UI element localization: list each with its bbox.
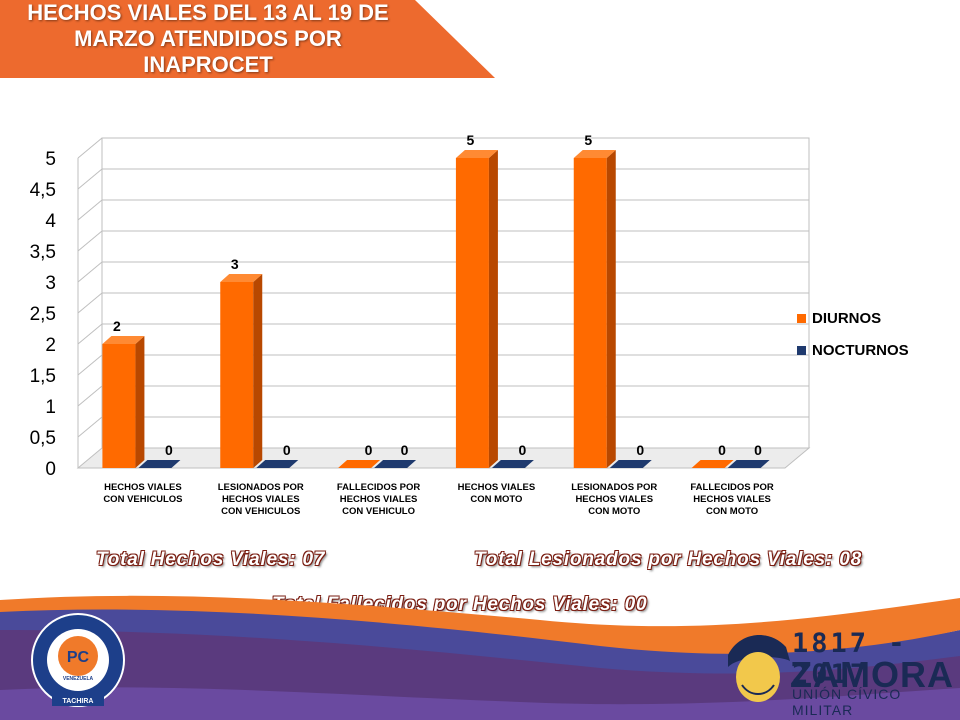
gridline xyxy=(77,230,809,252)
bar-diurnos xyxy=(455,158,489,468)
x-tick-label-line: CON MOTO xyxy=(470,494,522,505)
bar-diurnos xyxy=(102,344,136,468)
gridline xyxy=(77,323,809,345)
gridline xyxy=(77,168,809,190)
data-label: 0 xyxy=(283,442,291,458)
data-label: 2 xyxy=(113,318,121,334)
bar-top xyxy=(102,336,145,344)
y-tick-label: 3,5 xyxy=(30,242,56,263)
x-tick-label-line: HECHOS VIALES xyxy=(104,482,182,493)
bar-diurnos xyxy=(338,460,381,468)
x-tick-label: HECHOS VIALES CON VEHICULOS xyxy=(103,482,182,505)
x-tick-label: FALLECIDOS POR HECHOS VIALES CON VEHICULO xyxy=(337,482,421,517)
title-banner xyxy=(0,0,495,78)
legend-label-diurnos: DIURNOS xyxy=(812,309,882,327)
legend-swatch-nocturnos xyxy=(797,345,806,355)
x-tick-label-line: CON VEHICULO xyxy=(342,506,415,517)
gridline xyxy=(77,292,809,314)
x-tick-label-line: FALLECIDOS POR xyxy=(337,482,421,493)
x-tick-label-line: FALLECIDOS POR xyxy=(690,482,774,493)
bar-diurnos xyxy=(573,158,607,468)
x-tick-label-line: HECHOS VIALES xyxy=(458,482,536,493)
title-line-2: MARZO ATENDIDOS POR xyxy=(74,26,342,51)
x-tick-label: FALLECIDOS POR HECHOS VIALES CON MOTO xyxy=(690,482,774,517)
legend-item-diurnos: DIURNOS xyxy=(797,302,909,334)
data-label: 0 xyxy=(165,442,173,458)
total-hechos-viales: Total Hechos Viales: 07 xyxy=(96,549,326,570)
x-tick-label-line: CON VEHICULOS xyxy=(103,494,182,505)
bar-nocturnos xyxy=(727,460,770,468)
title-line-1: HECHOS VIALES DEL 13 AL 19 DE xyxy=(27,0,389,25)
legend-swatch-diurnos xyxy=(797,313,806,323)
gridline xyxy=(77,385,809,407)
page-title: HECHOS VIALES DEL 13 AL 19 DE MARZO ATEN… xyxy=(0,0,416,78)
y-tick-label: 4,5 xyxy=(30,180,56,201)
bar-top xyxy=(455,150,498,158)
x-tick-label-line: CON MOTO xyxy=(706,506,758,517)
x-tick-label-line: HECHOS VIALES xyxy=(340,494,418,505)
data-label: 0 xyxy=(636,442,644,458)
gridline xyxy=(77,137,809,159)
x-tick-label-line: CON VEHICULOS xyxy=(221,506,300,517)
bar-top xyxy=(220,274,263,282)
y-tick-label: 0 xyxy=(45,459,56,480)
bar-side xyxy=(253,274,263,468)
gridline xyxy=(77,199,809,221)
data-label: 0 xyxy=(519,442,527,458)
y-tick-label: 0,5 xyxy=(30,428,56,449)
bar-nocturnos xyxy=(374,460,417,468)
zamora-name: ZAMORA xyxy=(790,654,954,695)
data-label: 5 xyxy=(467,132,475,148)
legend-label-nocturnos: NOCTURNOS xyxy=(812,341,909,359)
pc-country: VENEZUELA xyxy=(63,676,94,682)
x-tick-label-line: LESIONADOS POR xyxy=(571,482,657,493)
zamora-years: 1817 - 2017 xyxy=(792,628,908,690)
zamora-subtitle: UNIÓN CÍVICO MILITAR xyxy=(792,686,902,718)
data-label: 3 xyxy=(231,256,239,272)
total-lesionados: Total Lesionados por Hechos Viales: 08 xyxy=(474,549,862,570)
bar-side xyxy=(606,150,616,468)
pc-state: TACHIRA xyxy=(63,698,94,705)
x-tick-label-line: HECHOS VIALES xyxy=(222,494,300,505)
bar-diurnos xyxy=(220,282,254,468)
gridline xyxy=(77,261,809,283)
footer-waves xyxy=(0,595,960,720)
y-tick-label: 5 xyxy=(45,149,56,170)
x-tick-label-line: LESIONADOS POR xyxy=(218,482,304,493)
legend-item-nocturnos: NOCTURNOS xyxy=(797,334,909,366)
x-tick-label-line: HECHOS VIALES xyxy=(693,494,771,505)
y-tick-label: 2,5 xyxy=(30,304,56,325)
data-label: 5 xyxy=(584,132,592,148)
x-tick-label: LESIONADOS POR HECHOS VIALES CON MOTO xyxy=(571,482,657,517)
data-label: 0 xyxy=(401,442,409,458)
gridline xyxy=(77,354,809,376)
data-label: 0 xyxy=(754,442,762,458)
bar-nocturnos xyxy=(491,460,534,468)
x-tick-label-line: HECHOS VIALES xyxy=(575,494,653,505)
data-label: 0 xyxy=(365,442,373,458)
y-tick-label: 3 xyxy=(45,273,56,294)
y-tick-label: 4 xyxy=(45,211,56,232)
proteccion-civil-seal: PC VENEZUELA TACHIRA xyxy=(31,613,125,707)
bar-side xyxy=(135,336,145,468)
bar-nocturnos xyxy=(138,460,181,468)
bar-nocturnos xyxy=(609,460,652,468)
y-tick-label: 2 xyxy=(45,335,56,356)
gridline xyxy=(77,416,809,438)
y-tick-label: 1,5 xyxy=(30,366,56,387)
zamora-emblem xyxy=(728,635,790,702)
data-label: 0 xyxy=(718,442,726,458)
bar-side xyxy=(488,150,498,468)
x-tick-label-line: CON MOTO xyxy=(588,506,640,517)
title-line-3: INAPROCET xyxy=(143,52,273,77)
pc-initials: PC xyxy=(67,649,90,666)
x-tick-label: HECHOS VIALES CON MOTO xyxy=(458,482,536,505)
x-tick-label: LESIONADOS POR HECHOS VIALES CON VEHICULOS xyxy=(218,482,304,517)
bar-nocturnos xyxy=(256,460,299,468)
bar-diurnos xyxy=(691,460,734,468)
bar-top xyxy=(573,150,616,158)
y-tick-label: 1 xyxy=(45,397,56,418)
chart-legend: DIURNOS NOCTURNOS xyxy=(797,302,909,366)
